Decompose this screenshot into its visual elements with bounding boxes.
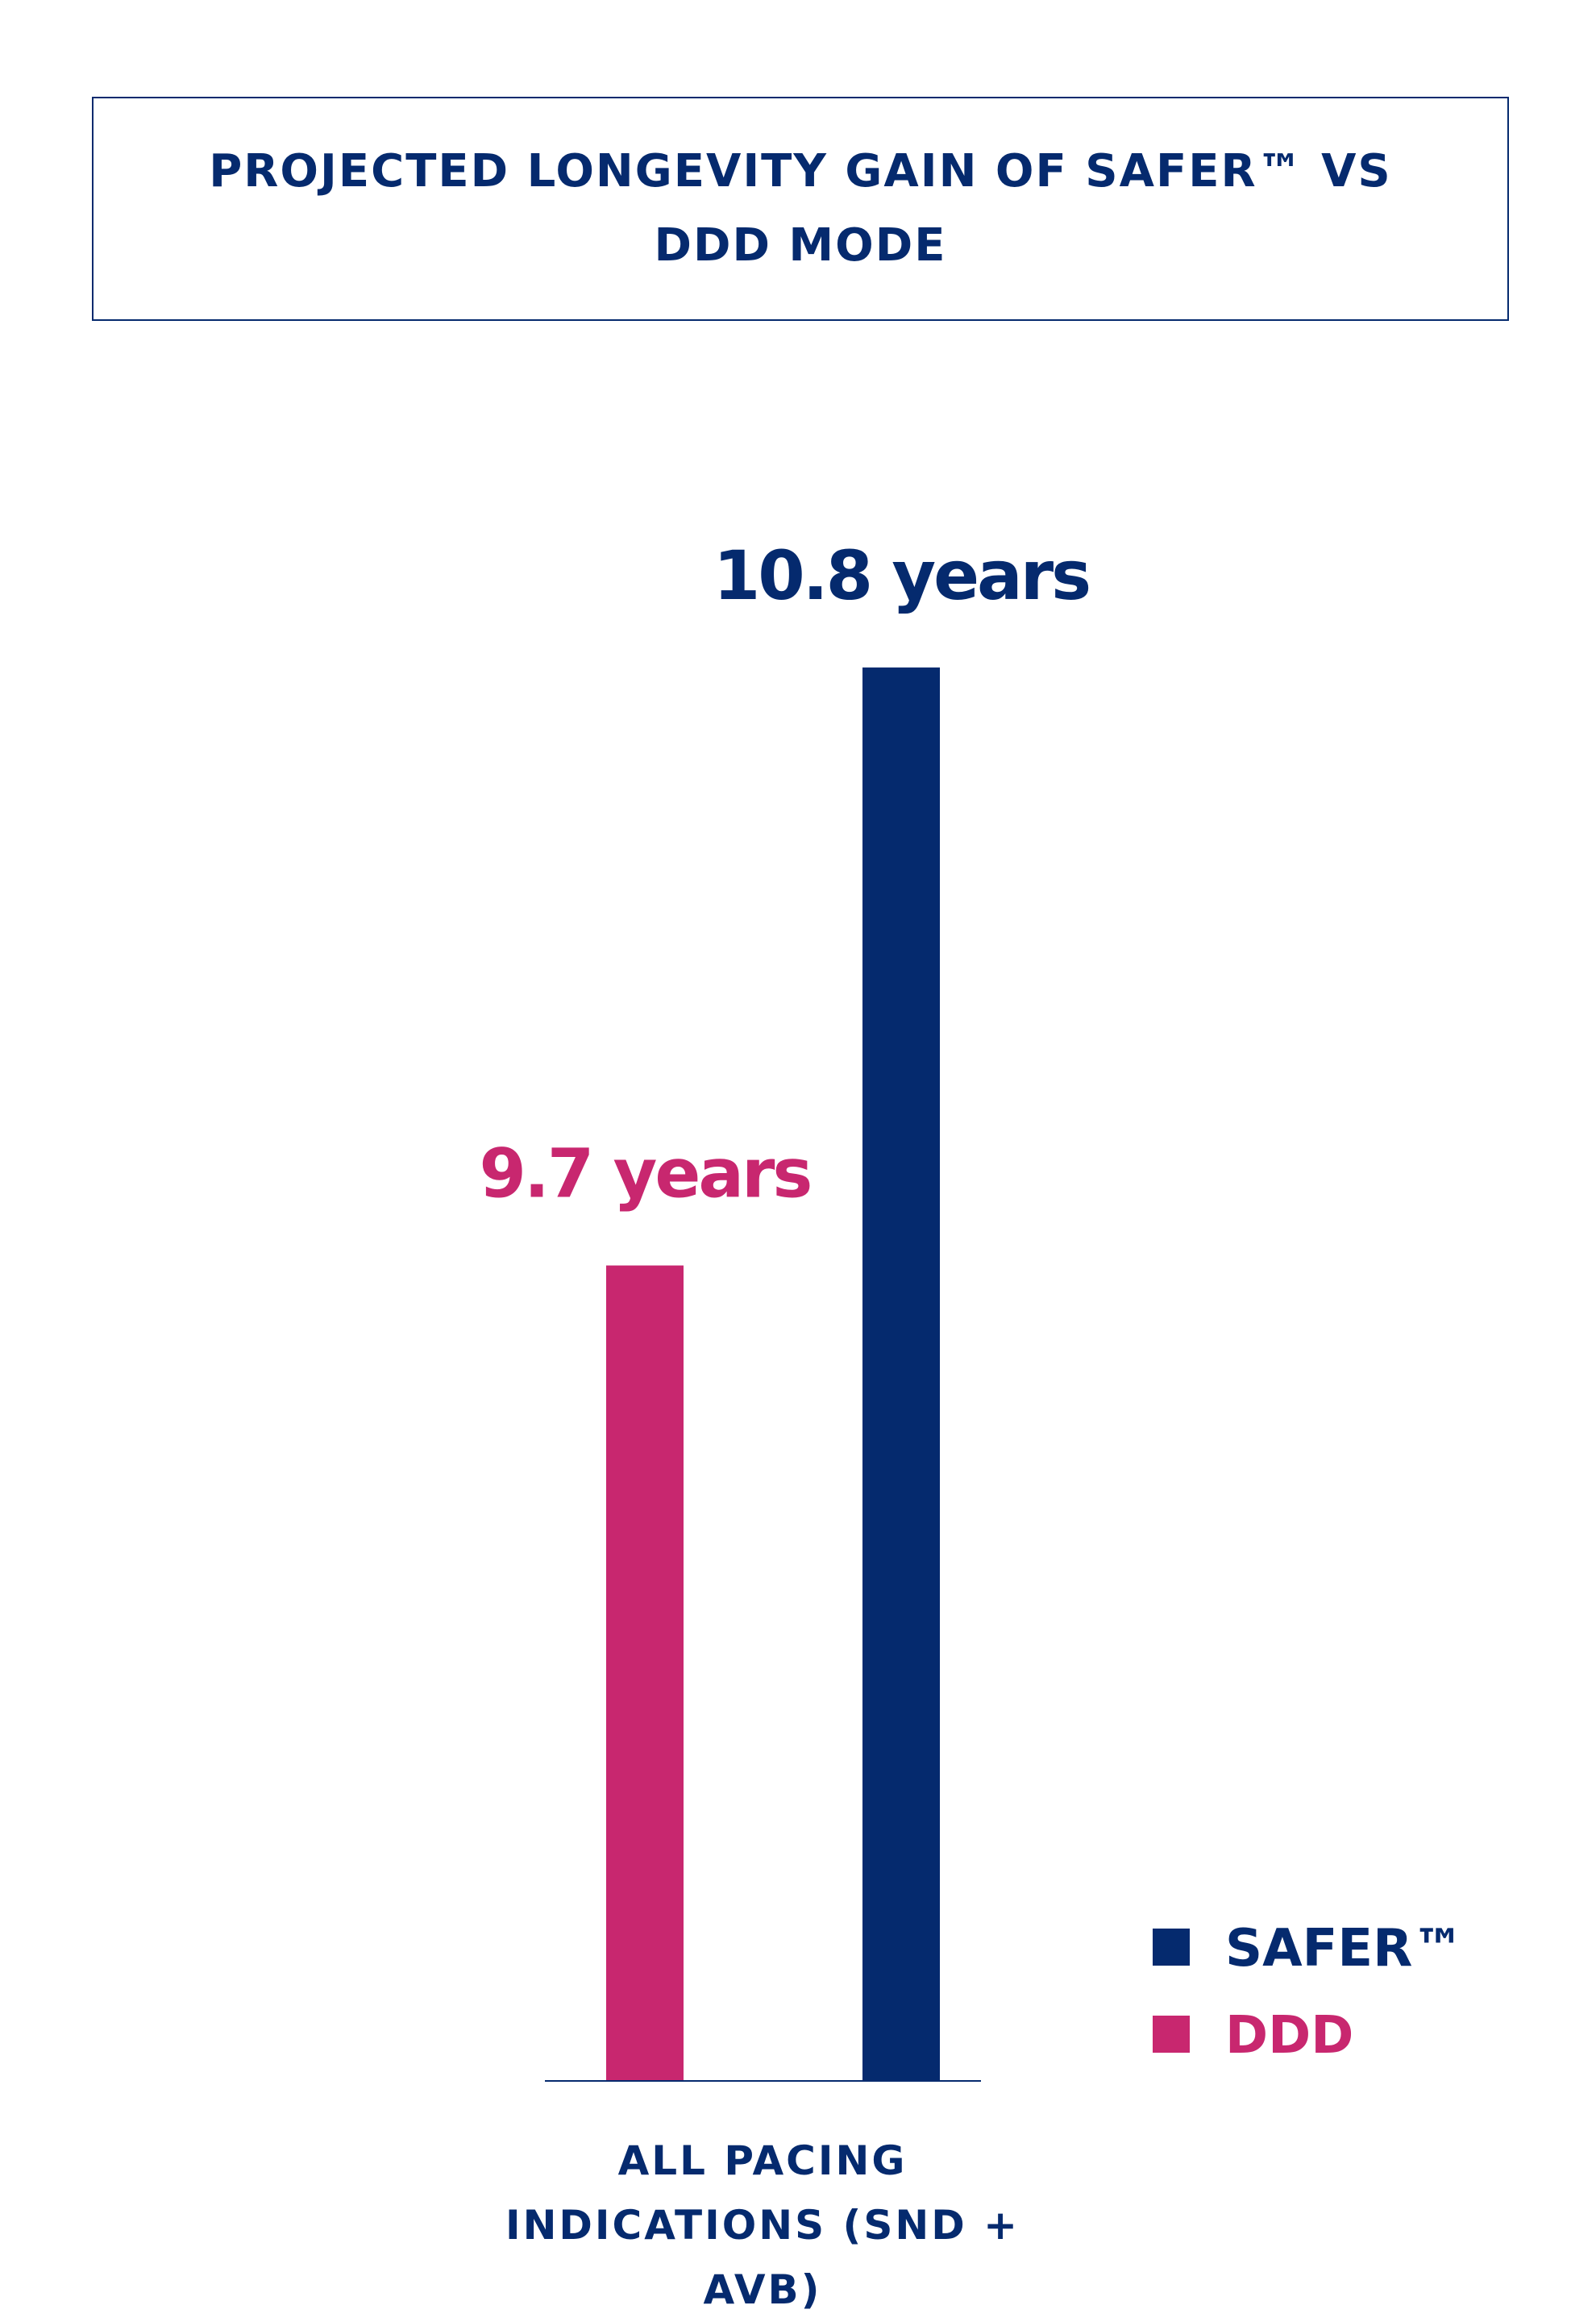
legend-swatch xyxy=(1153,2016,1190,2053)
x-tick-label: ALL PACING INDICATIONS (SND + AVB) xyxy=(505,2137,1020,2313)
value-label: 9.7 years xyxy=(480,1134,811,1213)
legend-label: DDD xyxy=(1225,2006,1353,2066)
legend-swatch xyxy=(1153,1929,1190,1966)
chart-title: PROJECTED LONGEVITY GAIN OF SAFER™ VS DD… xyxy=(209,145,1392,272)
title-box: PROJECTED LONGEVITY GAIN OF SAFER™ VS DD… xyxy=(92,97,1509,321)
bar xyxy=(862,667,940,2081)
value-label: 10.8 years xyxy=(713,536,1089,615)
legend-label: SAFER™ xyxy=(1225,1919,1464,1979)
chart: 9.7 years 10.8 years SAFER™ DDD xyxy=(480,536,1464,2082)
bar xyxy=(606,1265,684,2081)
